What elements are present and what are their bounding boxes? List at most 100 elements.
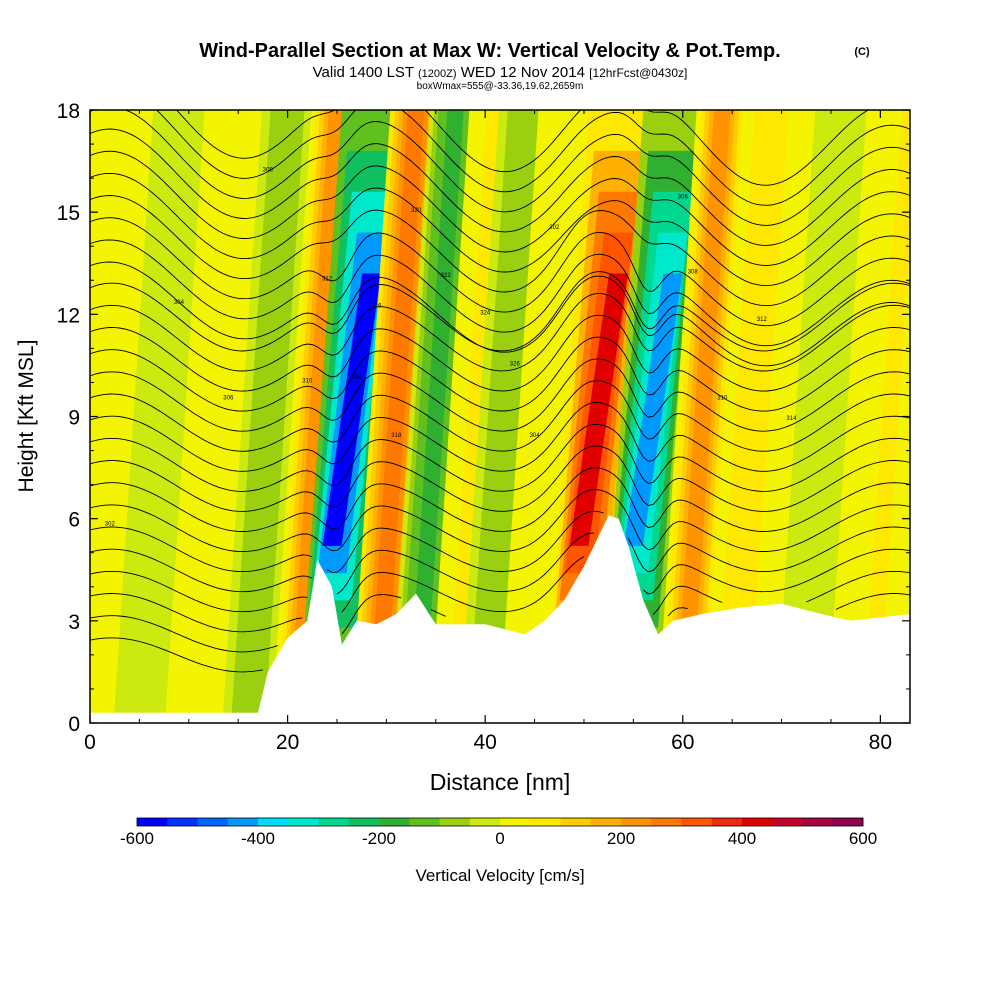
isentrope-line — [90, 445, 910, 512]
colorbar-swatch — [742, 818, 773, 826]
colorbar-swatch — [590, 818, 622, 826]
w-band-level — [516, 110, 573, 723]
x-axis-label: Distance [nm] — [430, 769, 571, 795]
y-tick-label: 15 — [57, 202, 80, 225]
isentrope-label: 314 — [352, 375, 363, 381]
isentrope-line — [90, 271, 910, 352]
w-band-level — [322, 273, 382, 546]
isentrope-label: 314 — [786, 416, 797, 422]
y-axis-label: Height [Kft MSL] — [15, 340, 38, 493]
colorbar-tick-label: -600 — [120, 829, 154, 848]
chart-subsubtitle: boxWmax=555@-33.36,19.62,2659m — [417, 81, 584, 92]
y-tick-label: 6 — [68, 509, 80, 532]
isentrope-label: 304 — [530, 433, 541, 439]
colorbar-swatch — [167, 818, 198, 826]
colorbar-swatch — [137, 818, 168, 826]
chart-title: Wind-Parallel Section at Max W: Vertical… — [199, 40, 780, 62]
isentrope-line — [90, 150, 910, 266]
colorbar-swatch — [772, 818, 803, 826]
w-band-level — [200, 110, 257, 723]
isentrope-label: 304 — [174, 300, 185, 306]
isentrope-line — [90, 532, 910, 595]
colorbar-swatch — [802, 818, 834, 826]
y-axis: 0 3 6 9 12 15 18 — [57, 100, 910, 736]
isentrope-line — [90, 423, 910, 492]
isentrope-label: 312 — [757, 317, 768, 323]
isentrope-line — [90, 195, 910, 307]
colorbar-tick-label: 0 — [495, 829, 504, 848]
isentrope-label: 310 — [717, 396, 728, 402]
colorbar-swatch — [500, 818, 531, 826]
isentrope-label: 306 — [678, 195, 689, 201]
x-tick-label: 40 — [474, 731, 497, 754]
colorbar-swatch — [227, 818, 259, 826]
y-tick-label: 0 — [68, 713, 80, 736]
colorbar-swatch — [832, 818, 864, 826]
isentrope-line — [90, 217, 910, 327]
isentrope-line — [155, 110, 910, 206]
y-tick-label: 12 — [57, 304, 80, 327]
w-band-level — [623, 273, 683, 546]
colorbar-tick-label: -200 — [362, 829, 396, 848]
isentrope-line — [90, 467, 910, 532]
plot-area: 302 304 306 308 310 312 314 316 318 320 322 324 326 3… — [90, 110, 910, 723]
w-band-level — [239, 110, 296, 723]
isentrope-line — [90, 292, 910, 372]
colorbar-swatch — [258, 818, 289, 826]
colorbar-tick-label: 400 — [728, 829, 756, 848]
isentrope-label: 312 — [322, 276, 333, 282]
w-band — [182, 110, 274, 723]
colorbar-frame — [136, 817, 864, 827]
subtitle-utc: (1200Z) — [418, 68, 457, 80]
isentrope-label: 316 — [371, 304, 382, 310]
terrain-mask — [90, 515, 910, 723]
isentrope-line — [90, 593, 910, 635]
colorbar-swatch — [379, 818, 410, 826]
isentrope-label: 308 — [263, 167, 274, 173]
isentrope-label: 324 — [480, 310, 491, 316]
w-band — [302, 110, 402, 655]
isentrope-line — [90, 336, 910, 412]
vertical-velocity-field — [90, 110, 910, 723]
x-axis: 0 20 40 60 80 — [84, 110, 892, 754]
w-band-level — [477, 110, 533, 723]
w-band — [657, 110, 748, 723]
colorbar-swatch — [439, 818, 471, 826]
isentrope-line — [90, 489, 910, 553]
w-band-level — [407, 110, 464, 723]
isentrope-label: 326 — [510, 361, 521, 367]
y-tick-label: 3 — [68, 611, 80, 634]
isentrope-line — [90, 510, 910, 573]
colorbar-swatch — [409, 818, 440, 826]
y-tick-label: 9 — [68, 407, 80, 430]
isentrope-label: 322 — [441, 273, 452, 279]
potential-temperature-contours: 302 304 306 308 310 312 314 316 318 320 322 324 326 3… — [90, 110, 910, 673]
isentrope-line — [90, 261, 910, 367]
isentrope-label: 308 — [688, 270, 699, 276]
isentrope-line — [90, 172, 910, 287]
w-band-level — [674, 110, 731, 723]
colorbar: -600 -400 -200 0 200 400 600 — [120, 817, 877, 848]
isentrope-label: 302 — [105, 522, 116, 528]
colorbar-swatch — [651, 818, 682, 826]
isentrope-line — [90, 402, 910, 472]
colorbar-tick-label: 600 — [849, 829, 877, 848]
subtitle-prefix: Valid 1400 LST — [313, 64, 414, 81]
w-band — [499, 110, 590, 723]
isentrope-label: 310 — [302, 378, 313, 384]
chart-subtitle: Valid 1400 LST (1200Z) WED 12 Nov 2014 [… — [313, 64, 688, 81]
isentrope-label: 306 — [223, 396, 234, 402]
isentrope-label: 302 — [549, 225, 560, 231]
w-band — [350, 110, 442, 723]
isentrope-line — [90, 239, 910, 347]
colorbar-swatch — [681, 818, 713, 826]
isentrope-line — [90, 637, 263, 673]
colorbar-swatch — [530, 818, 561, 826]
colorbar-swatch — [711, 818, 743, 826]
colorbar-swatch — [197, 818, 229, 826]
isentrope-line — [90, 556, 910, 615]
colorbar-label: Vertical Velocity [cm/s] — [415, 866, 584, 885]
chart-title-mark: (C) — [854, 46, 870, 58]
isentrope-line — [90, 314, 910, 392]
w-band-level — [793, 110, 850, 723]
